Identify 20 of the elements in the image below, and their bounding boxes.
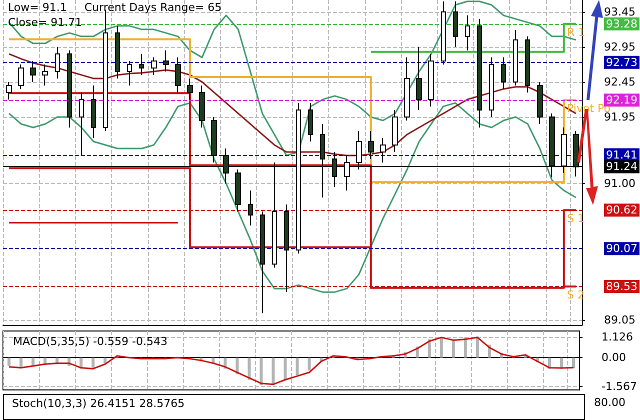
ref-line-label: 92.73 [606, 56, 638, 69]
y-tick-label: 1.126 [602, 330, 634, 344]
ref-line-label: 90.07 [606, 242, 638, 256]
ref-line-label: 89.53 [606, 280, 638, 293]
ref-line-label: 90.62 [606, 204, 638, 217]
y-tick-label: 0.00 [602, 351, 626, 364]
y-tick-label: 91.00 [604, 177, 636, 190]
ref-line-label: 91.24 [606, 160, 638, 174]
chart-title: MACD(5,35,5) -0.559 -0.543 [13, 335, 168, 348]
ref-line-label: 91.41 [606, 148, 638, 162]
y-tick-label: 92.95 [604, 40, 636, 54]
ref-line-label: 93.28 [606, 17, 638, 30]
text: Stoch(10,3,3) 26.4151 28.5765 [12, 397, 185, 410]
y-tick-label: 93.45 [604, 5, 636, 18]
text: 80.00 [594, 396, 626, 409]
ref-line-label: 92.19 [606, 94, 638, 107]
y-tick-label: 89.05 [604, 314, 636, 327]
annotation: Low= 91.1 Current Days Range= 65 [8, 1, 222, 14]
y-tick-label: 92.45 [604, 75, 636, 88]
y-tick-label: -1.567 [602, 380, 638, 393]
